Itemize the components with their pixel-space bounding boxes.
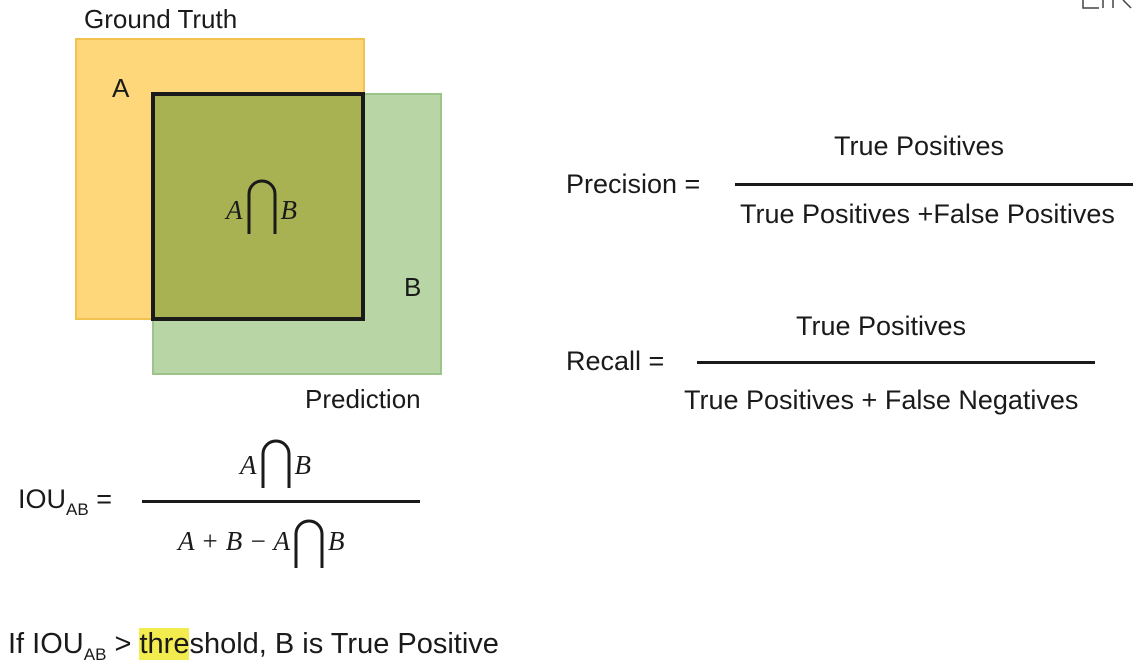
iou-denominator-expression: A + B − A	[178, 526, 290, 557]
precision-denominator: True Positives +False Positives	[740, 199, 1115, 229]
rule-prefix: If IOU	[8, 628, 84, 660]
iou-fraction-bar	[142, 500, 420, 503]
precision-fraction-bar	[735, 183, 1133, 186]
recall-fraction-bar	[697, 361, 1095, 364]
intersection-left-symbol: A	[226, 195, 243, 226]
box-a-label: A	[112, 73, 130, 103]
intersection-symbol-icon	[261, 439, 290, 488]
iou-numerator-left: A	[240, 450, 257, 481]
rule-rest: shold, B is True Positive	[189, 628, 499, 660]
iou-equals: =	[96, 484, 112, 514]
iou-label: IOUAB =	[18, 484, 112, 520]
recall-label: Recall =	[566, 346, 665, 376]
iou-label-subscript: AB	[66, 500, 89, 519]
iou-numerator-right: B	[294, 450, 312, 481]
precision-label: Precision =	[566, 169, 701, 199]
iou-label-text: IOU	[18, 484, 67, 514]
iou-denominator: A + B − A B	[178, 519, 345, 568]
recall-numerator: True Positives	[796, 311, 967, 341]
ground-truth-label: Ground Truth	[84, 4, 238, 34]
intersection-symbol-icon	[247, 179, 276, 234]
box-b-label: B	[404, 272, 422, 302]
recall-denominator: True Positives + False Negatives	[684, 385, 1079, 415]
precision-numerator: True Positives	[834, 131, 1005, 161]
rule-greater-than: >	[106, 628, 140, 660]
threshold-rule-text: If IOUAB > threshold, B is True Positive	[8, 628, 499, 665]
rule-highlighted-text: thre	[139, 628, 190, 660]
intersection-box	[151, 92, 365, 321]
intersection-symbol-icon	[294, 519, 324, 568]
prediction-label: Prediction	[305, 384, 421, 414]
corner-fragment-icon	[1041, 0, 1141, 14]
intersection-right-symbol: B	[280, 195, 298, 226]
iou-denominator-right: B	[327, 526, 345, 557]
rule-subscript: AB	[83, 645, 107, 664]
